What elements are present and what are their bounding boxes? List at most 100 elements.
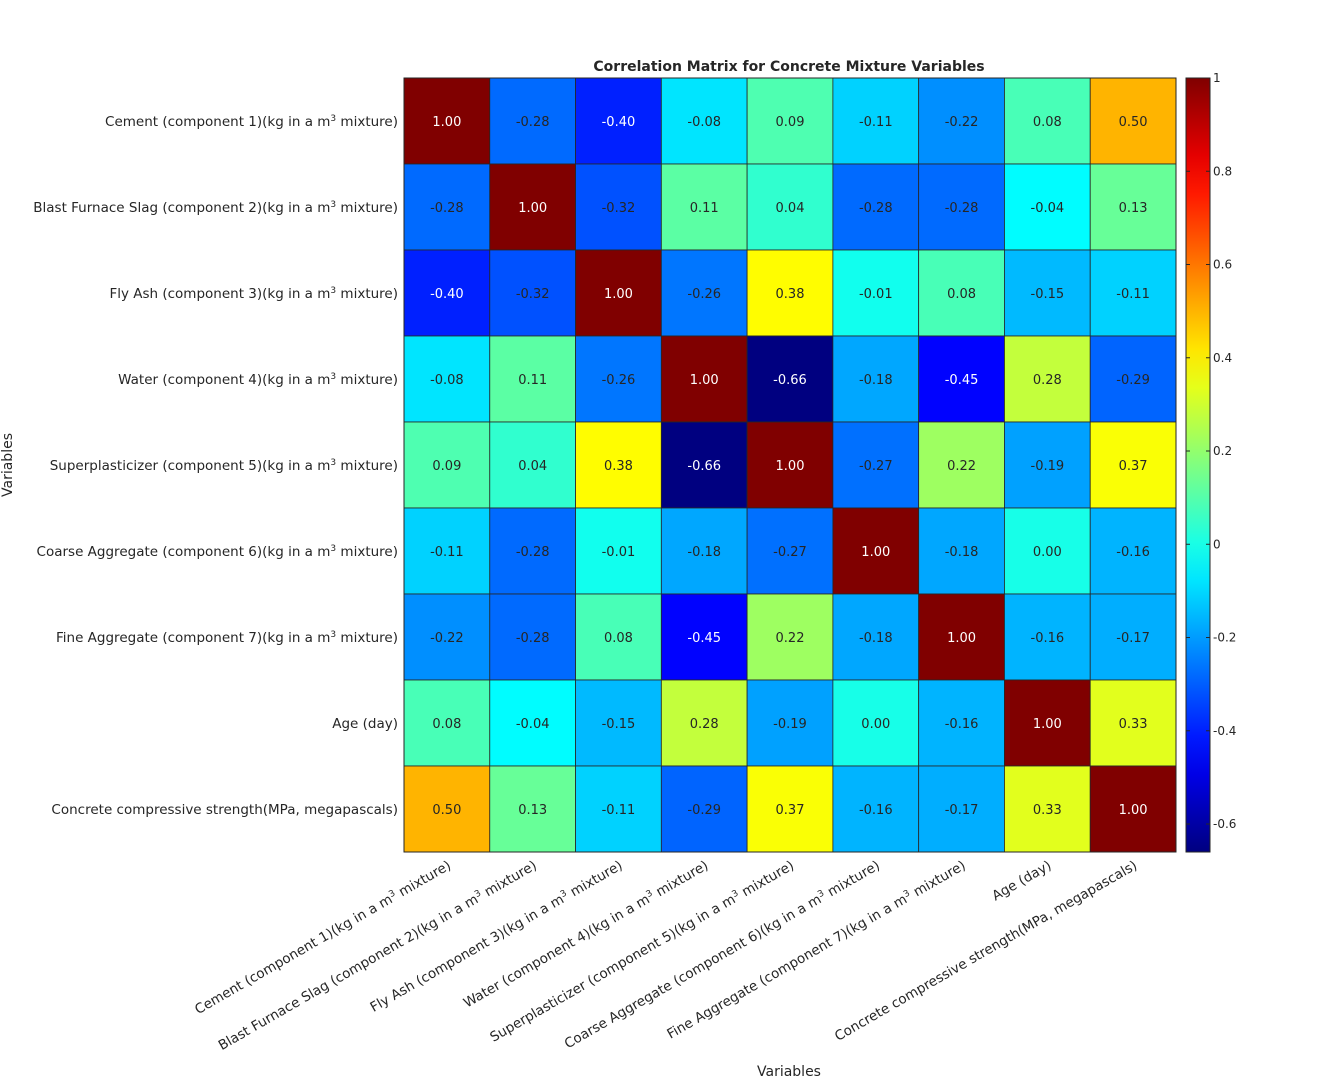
cell-value-label: 0.09 xyxy=(776,115,805,130)
heatmap-cell xyxy=(1089,507,1177,595)
cell-value-label: 0.33 xyxy=(1119,717,1148,732)
heatmap-cell xyxy=(1004,593,1091,681)
cell-value-label: -0.15 xyxy=(1031,287,1065,302)
cell-value-label: 1.00 xyxy=(947,631,976,646)
cell-value-label: -0.29 xyxy=(687,803,721,818)
cell-value-label: -0.40 xyxy=(430,287,464,302)
cell-value-label: 0.28 xyxy=(690,717,719,732)
heatmap-cell xyxy=(832,679,920,767)
cell-value-label: -0.66 xyxy=(773,373,807,388)
cell-value-label: 0.37 xyxy=(1119,459,1148,474)
cell-value-label: 0.04 xyxy=(776,201,805,216)
heatmap-cell xyxy=(918,421,1005,509)
colorbar-tick-label: 1 xyxy=(1213,71,1221,85)
cell-value-label: -0.19 xyxy=(1031,459,1065,474)
heatmap-cell xyxy=(489,421,576,509)
cell-value-label: 0.50 xyxy=(432,803,461,818)
cell-value-label: -0.17 xyxy=(945,803,979,818)
cell-value-label: 0.28 xyxy=(1033,373,1062,388)
cell-value-label: -0.15 xyxy=(602,717,636,732)
colorbar-tick-label: 0.8 xyxy=(1213,164,1232,178)
cell-value-label: 1.00 xyxy=(604,287,633,302)
cell-value-label: -0.66 xyxy=(687,459,721,474)
heatmap-cell xyxy=(660,163,748,251)
cell-value-label: -0.11 xyxy=(859,115,893,130)
colorbar-tick-label: 0 xyxy=(1213,537,1221,551)
cell-value-label: -0.40 xyxy=(602,115,636,130)
y-tick-label: Superplasticizer (component 5)(kg in a m… xyxy=(50,458,398,474)
heatmap-cell xyxy=(746,765,834,853)
heatmap-cell xyxy=(575,765,662,853)
heatmap-cell xyxy=(1089,421,1177,509)
cell-value-label: -0.27 xyxy=(859,459,893,474)
cell-value-label: -0.27 xyxy=(773,545,807,560)
cell-value-label: -0.22 xyxy=(945,115,979,130)
x-axis-tick-labels: Cement (component 1)(kg in a m3 mixture)… xyxy=(192,858,1140,1054)
cell-value-label: -0.28 xyxy=(516,631,550,646)
heatmap-cell xyxy=(403,679,491,767)
x-tick-label: Blast Furnace Slag (component 2)(kg in a… xyxy=(216,858,540,1054)
cell-value-label: 0.04 xyxy=(518,459,547,474)
cell-value-label: -0.01 xyxy=(859,287,893,302)
cell-value-label: 1.00 xyxy=(518,201,547,216)
y-axis-label: Variables xyxy=(0,433,16,497)
heatmap-cell xyxy=(1089,679,1177,767)
cell-value-label: 1.00 xyxy=(1119,803,1148,818)
heatmap-cell xyxy=(575,163,662,251)
cell-value-label: 0.08 xyxy=(432,717,461,732)
heatmap-cell xyxy=(746,249,834,337)
heatmap-cell xyxy=(1004,77,1091,165)
cell-value-label: -0.16 xyxy=(1116,545,1150,560)
colorbar-tick-label: -0.4 xyxy=(1213,724,1236,738)
heatmap-cell xyxy=(1089,249,1177,337)
cell-value-label: 0.08 xyxy=(947,287,976,302)
cell-value-label: -0.28 xyxy=(516,115,550,130)
y-tick-label: Water (component 4)(kg in a m3 mixture) xyxy=(118,372,398,388)
heatmap-cell xyxy=(918,249,1005,337)
cell-value-label: -0.18 xyxy=(859,631,893,646)
x-tick-label: Coarse Aggregate (component 6)(kg in a m… xyxy=(562,858,883,1053)
heatmap-cell xyxy=(489,593,576,681)
cell-value-label: -0.11 xyxy=(430,545,464,560)
heatmap-cell-labels: 1.00 -0.28 -0.40 -0.08 0.09 -0.11 -0.22 0.08 0.5… xyxy=(430,115,1150,818)
heatmap-cell xyxy=(575,679,662,767)
cell-value-label: -0.28 xyxy=(430,201,464,216)
cell-value-label: -0.04 xyxy=(516,717,550,732)
y-tick-label: Fly Ash (component 3)(kg in a m3 mixture… xyxy=(109,286,398,302)
cell-value-label: 0.11 xyxy=(518,373,547,388)
heatmap-cell xyxy=(1089,163,1177,251)
cell-value-label: 0.13 xyxy=(1119,201,1148,216)
heatmap-cell xyxy=(660,335,748,423)
cell-value-label: -0.28 xyxy=(859,201,893,216)
y-tick-label: Blast Furnace Slag (component 2)(kg in a… xyxy=(33,200,398,216)
cell-value-label: -0.18 xyxy=(859,373,893,388)
cell-value-label: 1.00 xyxy=(861,545,890,560)
cell-value-label: -0.16 xyxy=(859,803,893,818)
x-axis-label: Variables xyxy=(757,1064,821,1080)
y-tick-label: Cement (component 1)(kg in a m3 mixture) xyxy=(105,114,398,130)
heatmap-cell xyxy=(575,507,662,595)
heatmap-cell xyxy=(575,593,662,681)
cell-value-label: 0.38 xyxy=(776,287,805,302)
cell-value-label: 1.00 xyxy=(776,459,805,474)
cell-value-label: 0.09 xyxy=(432,459,461,474)
cell-value-label: 1.00 xyxy=(432,115,461,130)
heatmap-cell xyxy=(660,765,748,853)
heatmap-cell xyxy=(832,421,920,509)
cell-value-label: -0.16 xyxy=(945,717,979,732)
x-tick-label: Age (day) xyxy=(989,858,1054,905)
cell-value-label: -0.22 xyxy=(430,631,464,646)
y-tick-label: Coarse Aggregate (component 6)(kg in a m… xyxy=(37,544,398,560)
plot-frame xyxy=(403,77,1177,853)
cell-value-label: 0.00 xyxy=(1033,545,1062,560)
heatmap-cell xyxy=(489,77,576,165)
cell-value-label: -0.26 xyxy=(687,287,721,302)
cell-value-label: 0.11 xyxy=(690,201,719,216)
heatmap-cell xyxy=(403,77,491,165)
cell-value-label: -0.17 xyxy=(1116,631,1150,646)
heatmap-cell xyxy=(489,249,576,337)
colorbar-tick-label: -0.6 xyxy=(1213,817,1236,831)
cell-value-label: -0.32 xyxy=(602,201,636,216)
cell-value-label: 1.00 xyxy=(1033,717,1062,732)
y-axis-tick-labels: Cement (component 1)(kg in a m3 mixture)… xyxy=(33,114,398,818)
